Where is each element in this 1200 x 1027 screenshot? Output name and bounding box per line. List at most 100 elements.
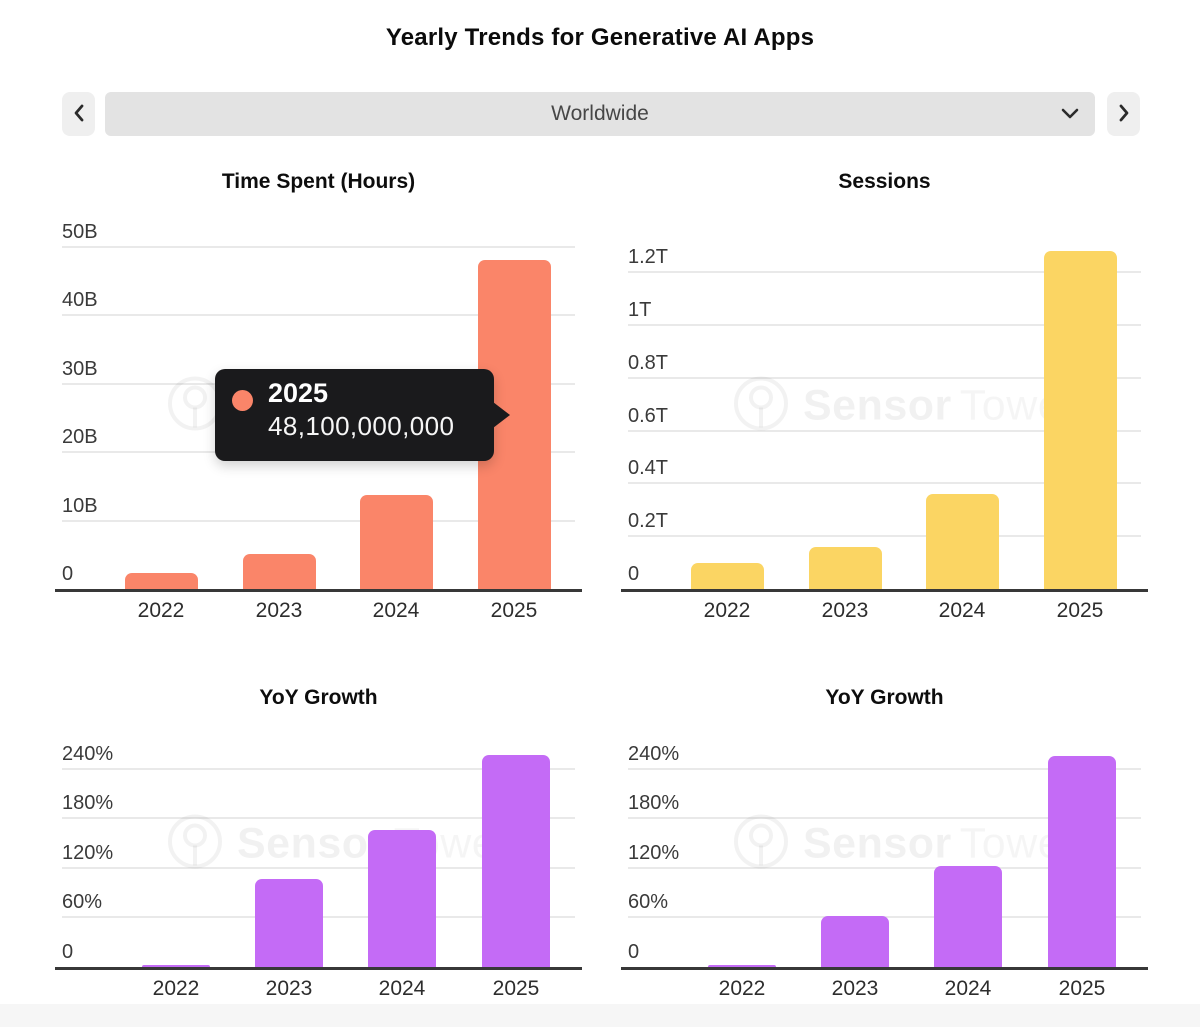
y-tick-label: 180% <box>628 792 680 815</box>
tooltip-pointer <box>493 402 510 428</box>
plot-area: Sensor Tower 2025 48,100,000,000 010B20B… <box>55 200 582 592</box>
y-tick-label: 0 <box>62 941 74 963</box>
y-tick-label: 0 <box>628 563 640 585</box>
y-tick-label: 60% <box>62 891 103 914</box>
region-select-value: Worldwide <box>551 102 649 125</box>
y-tick-label: 1.2T <box>628 246 669 269</box>
y-tick-label: 120% <box>62 841 114 864</box>
chart-title: YoY Growth <box>825 686 944 709</box>
y-tick-label: 10B <box>62 494 98 517</box>
x-axis-line <box>55 967 582 970</box>
bar-2025[interactable] <box>482 754 550 967</box>
chevron-down-icon <box>1059 104 1081 129</box>
x-tick-label: 2025 <box>490 599 538 622</box>
chart-sessions: Sessions Sensor Tower 0 0.2T 0.4T 0.6T 0.8T 1… <box>621 170 1148 626</box>
gridline <box>628 817 1141 820</box>
x-tick-label: 2023 <box>821 599 869 622</box>
next-section-edge <box>0 1004 1200 1027</box>
gridline <box>628 866 1141 869</box>
watermark-word-sensor: Sensor <box>803 819 952 868</box>
bar-2023[interactable] <box>821 915 889 967</box>
y-tick-label: 120% <box>628 841 680 864</box>
x-tick-label: 2025 <box>492 977 540 1000</box>
tooltip-year: 2025 <box>268 378 329 408</box>
bar-2022[interactable] <box>142 965 210 967</box>
bar-2023[interactable] <box>808 546 882 589</box>
gridline <box>62 817 575 820</box>
y-tick-label: 60% <box>628 891 669 914</box>
plot-area: Sensor Tower 0 60% 120% 180% 240% <box>621 730 1148 970</box>
gridline <box>628 271 1141 274</box>
x-tick-label: 2023 <box>831 977 879 1000</box>
y-tick-label: 0.4T <box>628 457 669 480</box>
y-tick-label: 40B <box>62 289 98 312</box>
x-tick-label: 2024 <box>944 977 992 1000</box>
tooltip-value: 48,100,000,000 <box>268 411 455 441</box>
gridline <box>62 519 575 522</box>
gridline <box>628 376 1141 379</box>
y-tick-label: 0.2T <box>628 510 669 533</box>
x-tick-label: 2024 <box>938 599 986 622</box>
y-tick-label: 30B <box>62 357 98 380</box>
y-tick-label: 20B <box>62 426 98 449</box>
bar-2022[interactable] <box>690 562 764 589</box>
y-tick-label: 240% <box>628 742 680 765</box>
sensor-tower-logo-icon <box>733 376 789 437</box>
x-axis-labels: 2022 2023 2024 2025 <box>62 974 575 1004</box>
y-tick-label: 50B <box>62 221 98 243</box>
next-region-button[interactable] <box>1107 92 1140 136</box>
gridline <box>62 866 575 869</box>
x-tick-label: 2025 <box>1056 599 1104 622</box>
chart-yoy-growth-sessions: YoY Growth Sensor Tower 0 60% 120% 180% 240%… <box>621 686 1148 1004</box>
x-axis-line <box>621 967 1148 970</box>
x-tick-label: 2024 <box>372 599 420 622</box>
plot-area: Sensor Tower 0 60% 120% 180% 240% <box>55 730 582 970</box>
sensor-tower-logo-icon <box>733 813 789 874</box>
x-axis-line <box>621 589 1148 592</box>
bar-2023[interactable] <box>242 554 316 589</box>
gridline <box>62 246 575 248</box>
bar-2025[interactable] <box>1048 756 1116 967</box>
y-tick-label: 180% <box>62 792 114 815</box>
x-tick-label: 2023 <box>255 599 303 622</box>
bar-2025[interactable] <box>1043 251 1117 589</box>
x-tick-label: 2024 <box>378 977 426 1000</box>
x-tick-label: 2022 <box>718 977 766 1000</box>
sensor-tower-logo-icon <box>167 813 223 874</box>
chart-yoy-growth-time-spent: YoY Growth Sensor Tower 0 60% 120% 180% 240%… <box>55 686 582 1004</box>
bar-2024[interactable] <box>368 829 436 967</box>
x-tick-label: 2022 <box>152 977 200 1000</box>
tooltip-series-dot <box>232 390 253 411</box>
gridline <box>628 767 1141 770</box>
prev-region-button[interactable] <box>62 92 95 136</box>
y-tick-label: 240% <box>62 742 114 765</box>
chart-title: Time Spent (Hours) <box>221 170 416 193</box>
y-tick-label: 0 <box>628 941 640 963</box>
gridline <box>628 324 1141 326</box>
x-tick-label: 2023 <box>265 977 313 1000</box>
bar-2024[interactable] <box>359 494 433 589</box>
bar-2022[interactable] <box>708 965 776 967</box>
x-tick-label: 2022 <box>703 599 751 622</box>
chevron-left-icon <box>72 103 86 126</box>
gridline <box>628 482 1141 485</box>
chart-time-spent: Time Spent (Hours) Sensor Tower 2025 48,… <box>55 170 582 626</box>
bar-2024[interactable] <box>925 493 999 589</box>
gridline <box>628 429 1141 432</box>
y-tick-label: 0.8T <box>628 351 669 374</box>
watermark-word-sensor: Sensor <box>803 381 952 430</box>
bar-2022[interactable] <box>124 573 198 589</box>
x-axis-line <box>55 589 582 592</box>
gridline <box>62 767 575 770</box>
region-controls: Worldwide <box>0 92 1200 136</box>
bar-2024[interactable] <box>934 866 1002 967</box>
chart-title: YoY Growth <box>259 686 378 709</box>
bar-2023[interactable] <box>255 878 323 967</box>
y-tick-label: 0.6T <box>628 404 669 427</box>
watermark: Sensor Tower <box>733 813 1077 874</box>
page-title: Yearly Trends for Generative AI Apps <box>385 24 815 51</box>
region-select[interactable]: Worldwide <box>105 92 1095 136</box>
x-axis-labels: 2022 2023 2024 2025 <box>628 596 1141 626</box>
gridline <box>62 314 575 317</box>
gridline <box>628 535 1141 538</box>
